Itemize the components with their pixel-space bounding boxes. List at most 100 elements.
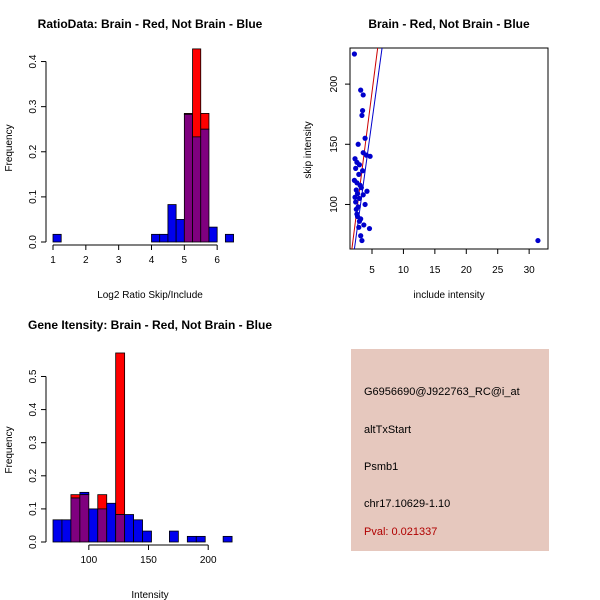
- scatter-point: [535, 237, 541, 244]
- ratio-histogram-bars: [52, 48, 234, 243]
- intensity-histogram-bar-blue: [61, 519, 72, 543]
- ratio-histogram-bar-overlap: [200, 128, 210, 243]
- scatter-y-tick-label: 100: [329, 196, 340, 213]
- scatter-plot-frame: [349, 47, 549, 250]
- intensity-histogram-bar-blue: [142, 530, 152, 543]
- p-value: Pval: 0.021337: [364, 526, 438, 538]
- intensity-histogram-y-tick-label: 0.5: [28, 369, 39, 383]
- ratio-histogram-bar-overlap: [192, 136, 202, 243]
- intensity-histogram-bar-blue: [88, 508, 99, 543]
- probe-id: G6956690@J922763_RC@i_at: [364, 386, 520, 398]
- ratio-histogram-bar-blue: [159, 233, 169, 243]
- ratio-histogram-x-tick-label: 1: [50, 255, 56, 266]
- intensity-histogram-bar-blue: [169, 530, 179, 543]
- ratio-histogram-x-tick-label: 6: [214, 255, 220, 266]
- scatter-xlabel: include intensity: [413, 290, 484, 301]
- scatter-y-tick-label: 200: [329, 75, 340, 92]
- intensity-histogram-bar-overlap: [70, 497, 81, 543]
- scatter-fit-lines: [351, 48, 383, 249]
- ratio-histogram-bar-red: [200, 113, 210, 130]
- scatter-x-tick-label: 10: [398, 265, 410, 276]
- scatter-point: [356, 224, 362, 230]
- scatter-point: [356, 171, 362, 177]
- scatter-point: [359, 112, 365, 119]
- ratio-histogram-panel: RatioData: Brain - Red, Not Brain - Blue…: [4, 17, 263, 301]
- intensity-histogram-bar-blue: [133, 519, 143, 543]
- ratio-histogram-y-tick-label: 0.2: [28, 144, 39, 158]
- scatter-point: [352, 194, 358, 200]
- genomic-locus: chr17.10629-1.10: [364, 498, 451, 510]
- scatter-point: [356, 195, 363, 202]
- scatter-point: [353, 165, 359, 171]
- scatter-point: [356, 162, 363, 168]
- scatter-axes: 5 10 15 20 25 30 100 150 200: [329, 75, 535, 276]
- scatter-x-tick-label: 30: [524, 265, 536, 276]
- scatter-panel: Brain - Red, Not Brain - Blue 5 10 15 20 25 3…: [303, 17, 549, 301]
- scatter-point: [356, 218, 363, 224]
- intensity-histogram-y-tick-label: 0.0: [28, 535, 39, 549]
- ratio-histogram-bar-red: [192, 48, 202, 138]
- intensity-histogram-bar-overlap: [79, 494, 90, 543]
- ratio-histogram-bar-blue: [175, 219, 185, 243]
- ratio-histogram-x-tick-label: 4: [149, 255, 155, 266]
- intensity-histogram-x-tick-label: 100: [80, 555, 97, 566]
- scatter-point: [353, 206, 359, 212]
- scatter-point: [358, 185, 364, 191]
- intensity-histogram-bar-red: [70, 494, 81, 499]
- intensity-histogram-ylabel: Frequency: [4, 426, 15, 473]
- scatter-point: [359, 237, 365, 244]
- intensity-histogram-bar-blue: [195, 535, 206, 543]
- scatter-x-tick-label: 5: [369, 265, 375, 276]
- scatter-title: Brain - Red, Not Brain - Blue: [368, 17, 530, 31]
- scatter-point: [353, 199, 359, 205]
- scatter-points: [351, 51, 541, 244]
- ratio-histogram-x-tick-label: 2: [83, 255, 89, 266]
- scatter-point: [354, 191, 361, 197]
- intensity-histogram-xlabel: Intensity: [131, 590, 168, 600]
- scatter-point: [351, 51, 357, 57]
- ratio-histogram-bar-blue: [224, 233, 234, 243]
- ratio-histogram-y-tick-label: 0.1: [28, 189, 39, 203]
- scatter-point: [360, 92, 366, 98]
- scatter-point: [358, 87, 364, 93]
- scatter-point: [363, 152, 369, 158]
- gene-symbol: Psmb1: [364, 461, 399, 473]
- scatter-point: [354, 213, 361, 220]
- intensity-histogram-bar-blue: [106, 502, 117, 543]
- ratio-histogram-x-tick-label: 3: [116, 255, 122, 266]
- ratio-histogram-bar-blue: [151, 233, 161, 243]
- scatter-ylabel: skip intensity: [303, 121, 314, 178]
- scatter-point: [359, 107, 366, 114]
- scatter-point: [362, 135, 368, 141]
- probe-info-panel: G6956690@J922763_RC@i_at altTxStart Psmb…: [351, 349, 549, 551]
- intensity-histogram-bar-blue: [222, 535, 233, 543]
- intensity-histogram-y-tick-label: 0.3: [28, 435, 39, 449]
- intensity-histogram-y-tick-label: 0.2: [28, 468, 39, 482]
- ratio-histogram-xlabel: Log2 Ratio Skip/Include: [97, 290, 203, 301]
- intensity-histogram-y-tick-label: 0.4: [28, 402, 39, 416]
- ratio-histogram-y-tick-label: 0.4: [28, 54, 39, 68]
- ratio-histogram-bar-overlap: [183, 113, 193, 243]
- scatter-point: [360, 192, 366, 198]
- brain-fit-line: [351, 48, 379, 249]
- ratio-histogram-x-tick-label: 5: [182, 255, 188, 266]
- scatter-x-tick-label: 25: [492, 265, 504, 276]
- ratio-histogram-axes: 0.0 0.1 0.2 0.3 0.4 1 2 3 4 5 6: [28, 54, 220, 266]
- scatter-point: [355, 141, 361, 147]
- intensity-histogram-bar-overlap: [115, 514, 126, 543]
- scatter-x-tick-label: 20: [461, 265, 473, 276]
- ratio-histogram-bar-blue: [52, 233, 62, 243]
- ratio-histogram-y-tick-label: 0.3: [28, 99, 39, 113]
- intensity-histogram-bars: [52, 352, 233, 543]
- intensity-histogram-bar-blue: [186, 535, 197, 543]
- scatter-point: [362, 201, 368, 208]
- scatter-point: [359, 168, 366, 174]
- intensity-histogram-panel: Gene Itensity: Brain - Red, Not Brain - …: [4, 318, 272, 600]
- scatter-point: [364, 188, 370, 194]
- intensity-histogram-bar-blue: [124, 514, 134, 543]
- intensity-histogram-y-tick-label: 0.1: [28, 502, 39, 516]
- intensity-histogram-bar-overlap: [97, 508, 108, 543]
- scatter-point: [366, 225, 373, 232]
- ratio-histogram-ylabel: Frequency: [4, 124, 15, 171]
